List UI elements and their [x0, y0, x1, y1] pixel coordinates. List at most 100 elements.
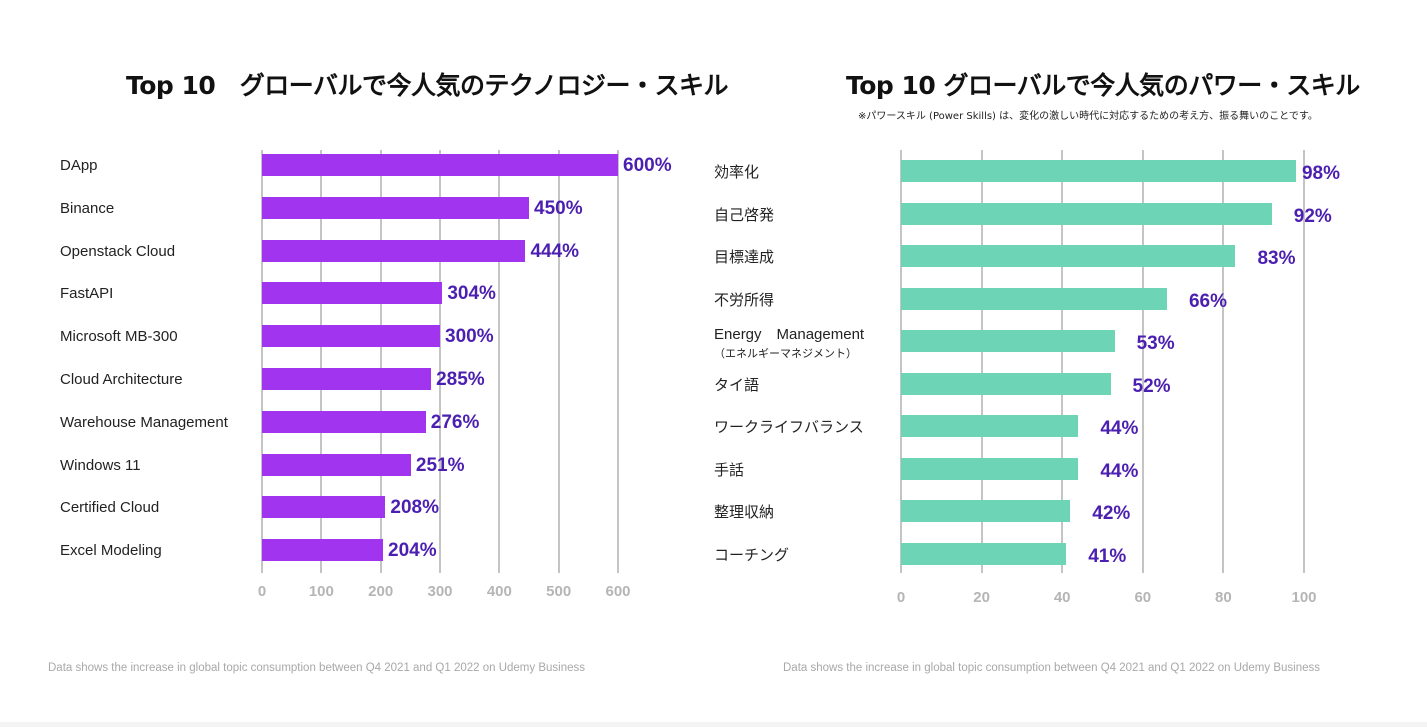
bar — [262, 196, 529, 219]
bar — [901, 415, 1079, 437]
category-text: Energy Management — [714, 326, 865, 343]
category-text: 整理収納 — [714, 504, 775, 521]
bar — [901, 245, 1236, 267]
bar — [901, 160, 1296, 182]
category-label: Certified Cloud — [60, 499, 159, 516]
category-text: Openstack Cloud — [60, 242, 176, 260]
value-label: 83% — [1257, 248, 1296, 269]
x-tick-label: 600 — [605, 583, 631, 600]
bar — [901, 500, 1071, 522]
bar — [262, 410, 426, 433]
bar — [262, 496, 386, 519]
value-label: 450% — [534, 197, 583, 219]
value-label: 92% — [1293, 205, 1332, 227]
x-tick-label: 60 — [1134, 589, 1152, 606]
bar — [901, 330, 1115, 352]
gridline — [1141, 150, 1144, 573]
bar — [262, 453, 411, 476]
x-tick-label: 20 — [973, 589, 990, 606]
gridline — [617, 150, 619, 573]
value-label: 44% — [1100, 460, 1139, 482]
gridline — [980, 150, 983, 573]
bar — [262, 539, 384, 562]
category-label: DApp — [60, 157, 98, 174]
bar — [262, 282, 443, 305]
category-label: 不労所得 — [714, 289, 774, 310]
gridline — [1303, 150, 1305, 573]
category-text: Excel Modeling — [60, 542, 162, 560]
value-label: 600% — [623, 155, 672, 176]
x-tick-label: 400 — [486, 583, 512, 600]
chart-footnote: Data shows the increase in global topic … — [48, 662, 585, 674]
chart-footnote: Data shows the increase in global topic … — [783, 662, 1320, 674]
bar — [262, 239, 526, 262]
category-label: Binance — [60, 200, 114, 217]
category-text: 目標達成 — [714, 249, 775, 266]
x-tick-label: 100 — [308, 583, 334, 600]
bar — [901, 542, 1067, 565]
gridline — [320, 150, 323, 573]
value-label: 42% — [1092, 503, 1131, 524]
chart-title: Top 10 グローバルで今人気のパワー・スキル — [846, 71, 1360, 100]
category-label: FastAPI — [60, 285, 113, 302]
category-label: タイ語 — [714, 374, 759, 395]
value-label: 251% — [415, 454, 465, 476]
category-label: 効率化 — [714, 161, 759, 182]
value-label: 53% — [1136, 333, 1175, 354]
chart-subtitle: ※パワースキル (Power Skills) は、変化の激しい時代に対応するため… — [858, 111, 1318, 122]
gridline — [379, 150, 382, 573]
category-text: Windows 11 — [60, 456, 141, 474]
bar — [262, 368, 432, 390]
bottom-divider — [0, 722, 1427, 727]
category-label: Microsoft MB-300 — [60, 328, 178, 345]
category-text: Microsoft MB-300 — [60, 328, 178, 346]
category-text: Cloud Architecture — [60, 371, 183, 388]
category-text: ワークライフバランス — [714, 419, 864, 436]
bar — [262, 325, 440, 348]
value-label: 204% — [388, 540, 437, 562]
chart-title: Top 10 グローバルで今人気のテクノロジー・スキル — [126, 71, 729, 100]
category-label: 整理収納 — [714, 501, 774, 522]
category-sublabel: （エネルギーマネジメント） — [714, 348, 857, 360]
category-text: Warehouse Management — [60, 413, 228, 431]
x-tick-label: 200 — [368, 583, 394, 600]
category-text: Binance — [60, 199, 115, 217]
x-tick-label: 100 — [1291, 589, 1317, 606]
category-text: 自己啓発 — [714, 206, 775, 224]
bar — [901, 202, 1272, 225]
value-label: 66% — [1188, 290, 1227, 312]
value-label: 208% — [390, 497, 440, 519]
gridline — [1222, 150, 1225, 573]
gridline — [557, 150, 560, 573]
value-label: 52% — [1132, 375, 1171, 397]
bar — [901, 457, 1079, 480]
category-label: 自己啓発 — [714, 204, 774, 225]
gridline — [498, 150, 501, 573]
category-label: 手話 — [714, 459, 744, 480]
value-label: 276% — [430, 411, 480, 433]
category-text: 不労所得 — [714, 291, 775, 309]
category-text: タイ語 — [714, 376, 760, 394]
category-label: 目標達成 — [714, 246, 774, 267]
category-label: コーチング — [714, 544, 789, 565]
value-label: 304% — [447, 283, 496, 305]
value-label: 41% — [1088, 545, 1127, 567]
x-tick-label: 80 — [1215, 589, 1232, 606]
value-label: 444% — [530, 240, 580, 262]
bar — [901, 287, 1167, 310]
x-tick-label: 300 — [427, 583, 453, 600]
category-label: Windows 11 — [60, 457, 141, 474]
category-label: ワークライフバランス — [714, 416, 864, 437]
value-label: 98% — [1301, 163, 1340, 184]
category-text: 手話 — [714, 461, 745, 479]
category-label: Cloud Architecture — [60, 371, 183, 388]
x-tick-label: 0 — [896, 589, 906, 606]
x-tick-label: 0 — [257, 583, 267, 600]
x-tick-label: 500 — [546, 583, 572, 600]
category-text: 効率化 — [714, 164, 760, 181]
gridline — [900, 150, 902, 573]
category-text: FastAPI — [60, 285, 114, 303]
gridline — [1061, 150, 1064, 573]
gridline — [439, 150, 441, 573]
category-text: Certified Cloud — [60, 499, 160, 517]
